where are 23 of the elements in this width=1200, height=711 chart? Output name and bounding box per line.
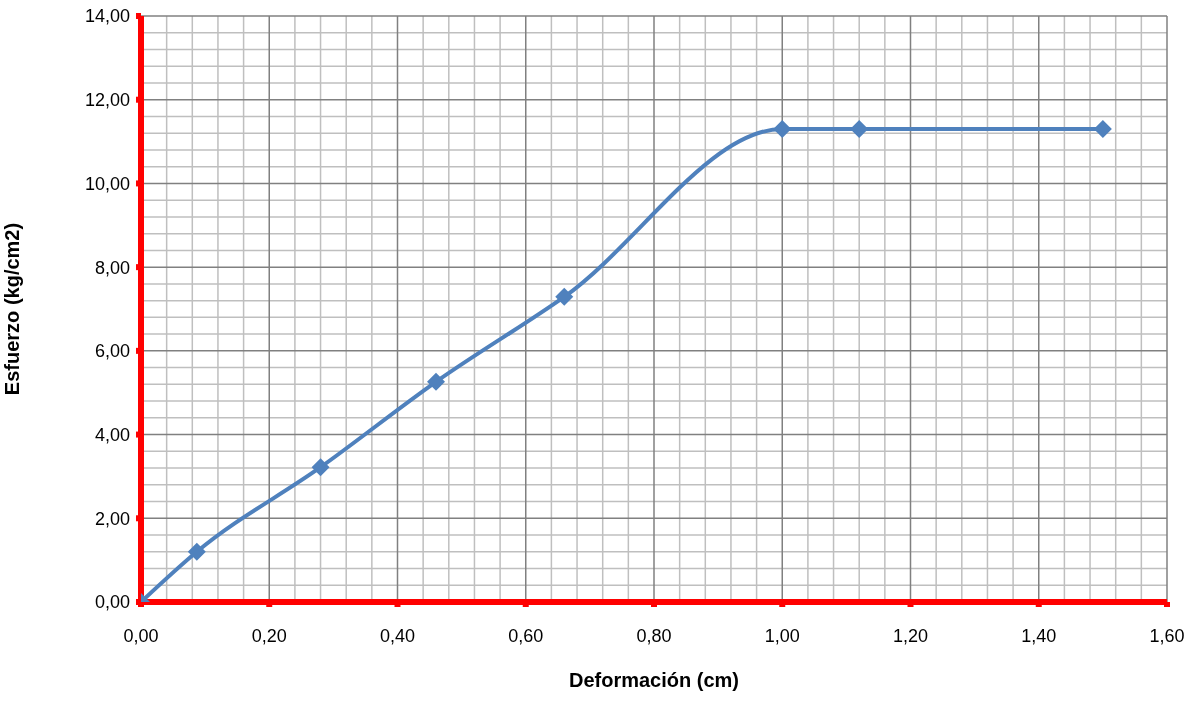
point: [426, 372, 445, 391]
x-tick-label: 0,40: [379, 625, 416, 646]
y-tick-label: 4,00: [94, 424, 130, 445]
x-tick-label: 0,80: [636, 625, 672, 646]
y-tick-label: 12,00: [84, 90, 130, 111]
y-tick-label: 10,00: [84, 173, 130, 194]
x-tick-label: 0,20: [251, 625, 287, 646]
x-tick-label: 0,00: [123, 625, 159, 646]
x-tick-label: 0,60: [508, 625, 544, 646]
point: [311, 458, 330, 477]
x-tick-label: 1,00: [764, 625, 800, 646]
x-axis-title: Deformación (cm): [568, 669, 740, 691]
point: [187, 542, 206, 561]
x-tick-label: 1,20: [892, 625, 929, 646]
y-tick-label: 6,00: [94, 341, 130, 362]
y-axis-title: Esfuerzo (kg/cm2): [1, 222, 24, 396]
point: [555, 287, 574, 306]
x-tick-label: 1,40: [1021, 625, 1057, 646]
y-tick-label: 14,00: [84, 6, 130, 27]
x-tick-label: 1,60: [1149, 625, 1185, 646]
y-tick-label: 2,00: [94, 508, 130, 529]
y-tick-label: 0,00: [94, 592, 130, 613]
y-tick-label: 8,00: [94, 257, 130, 278]
